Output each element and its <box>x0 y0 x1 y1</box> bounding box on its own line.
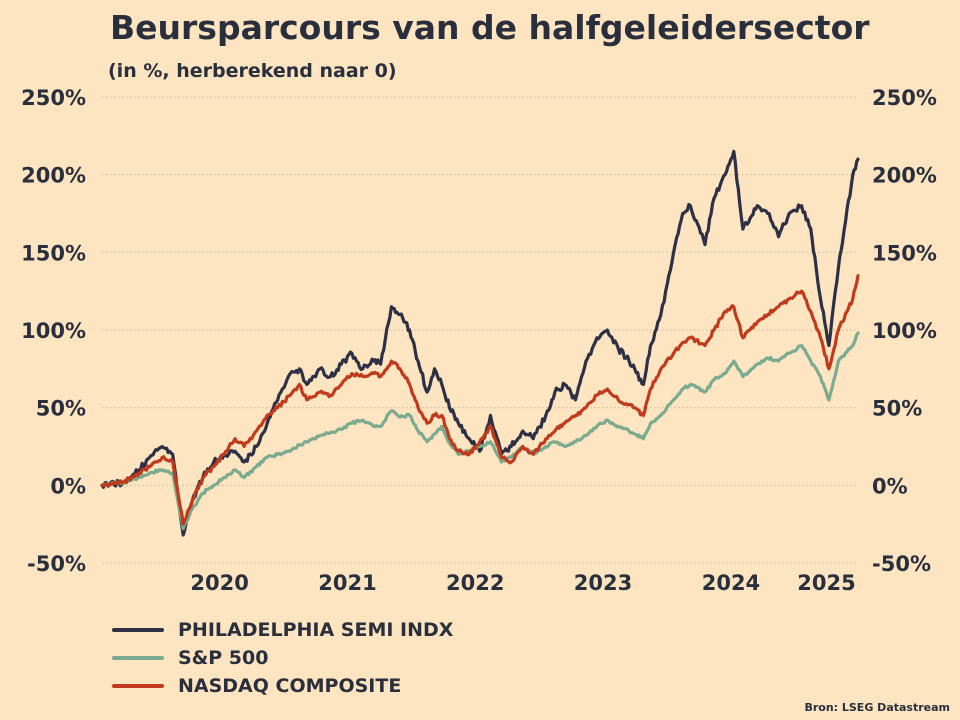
legend-swatch <box>112 684 164 688</box>
source-note: Bron: LSEG Datastream <box>804 701 950 714</box>
y-tick-label: 200% <box>872 164 937 188</box>
y-tick-label: -50% <box>872 552 931 576</box>
x-tick-label: 2020 <box>190 571 248 595</box>
y-tick-label: 50% <box>872 397 922 421</box>
y-tick-label: 100% <box>872 319 937 343</box>
legend-label: NASDAQ COMPOSITE <box>178 675 402 697</box>
chart-title: Beursparcours van de halfgeleidersector <box>110 8 870 47</box>
x-tick-label: 2021 <box>318 571 376 595</box>
y-tick-label: 0% <box>872 474 908 498</box>
legend: PHILADELPHIA SEMI INDX S&P 500 NASDAQ COMP… <box>112 616 453 700</box>
y-tick-label: 100% <box>21 319 86 343</box>
legend-swatch <box>112 628 164 632</box>
x-tick-label: 2025 <box>797 571 855 595</box>
legend-item: NASDAQ COMPOSITE <box>112 672 453 700</box>
series-line-0 <box>100 149 860 537</box>
legend-item: PHILADELPHIA SEMI INDX <box>112 616 453 644</box>
legend-label: PHILADELPHIA SEMI INDX <box>178 619 454 641</box>
y-tick-label: 150% <box>872 241 937 265</box>
y-tick-label: 250% <box>21 86 86 110</box>
y-axis-left: -50% 0% 50% 100% 150% 200% 250% <box>21 86 86 576</box>
series-line-2 <box>100 274 860 526</box>
legend-swatch <box>112 656 164 660</box>
legend-label: S&P 500 <box>178 647 269 669</box>
y-tick-label: 150% <box>21 241 86 265</box>
y-axis-right: -50% 0% 50% 100% 150% 200% 250% <box>872 86 937 576</box>
series-lines <box>100 149 860 537</box>
legend-item: S&P 500 <box>112 644 453 672</box>
gridlines <box>102 96 858 564</box>
x-tick-label: 2022 <box>446 571 504 595</box>
y-tick-label: 50% <box>36 397 86 421</box>
y-tick-label: -50% <box>27 552 86 576</box>
x-tick-label: 2024 <box>702 571 760 595</box>
y-tick-label: 200% <box>21 164 86 188</box>
y-tick-label: 250% <box>872 86 937 110</box>
series-line-1 <box>100 331 860 531</box>
chart-subtitle: (in %, herberekend naar 0) <box>108 60 397 82</box>
x-axis: 2020 2021 2022 2023 2024 2025 <box>190 571 855 595</box>
y-tick-label: 0% <box>50 474 86 498</box>
x-tick-label: 2023 <box>574 571 632 595</box>
